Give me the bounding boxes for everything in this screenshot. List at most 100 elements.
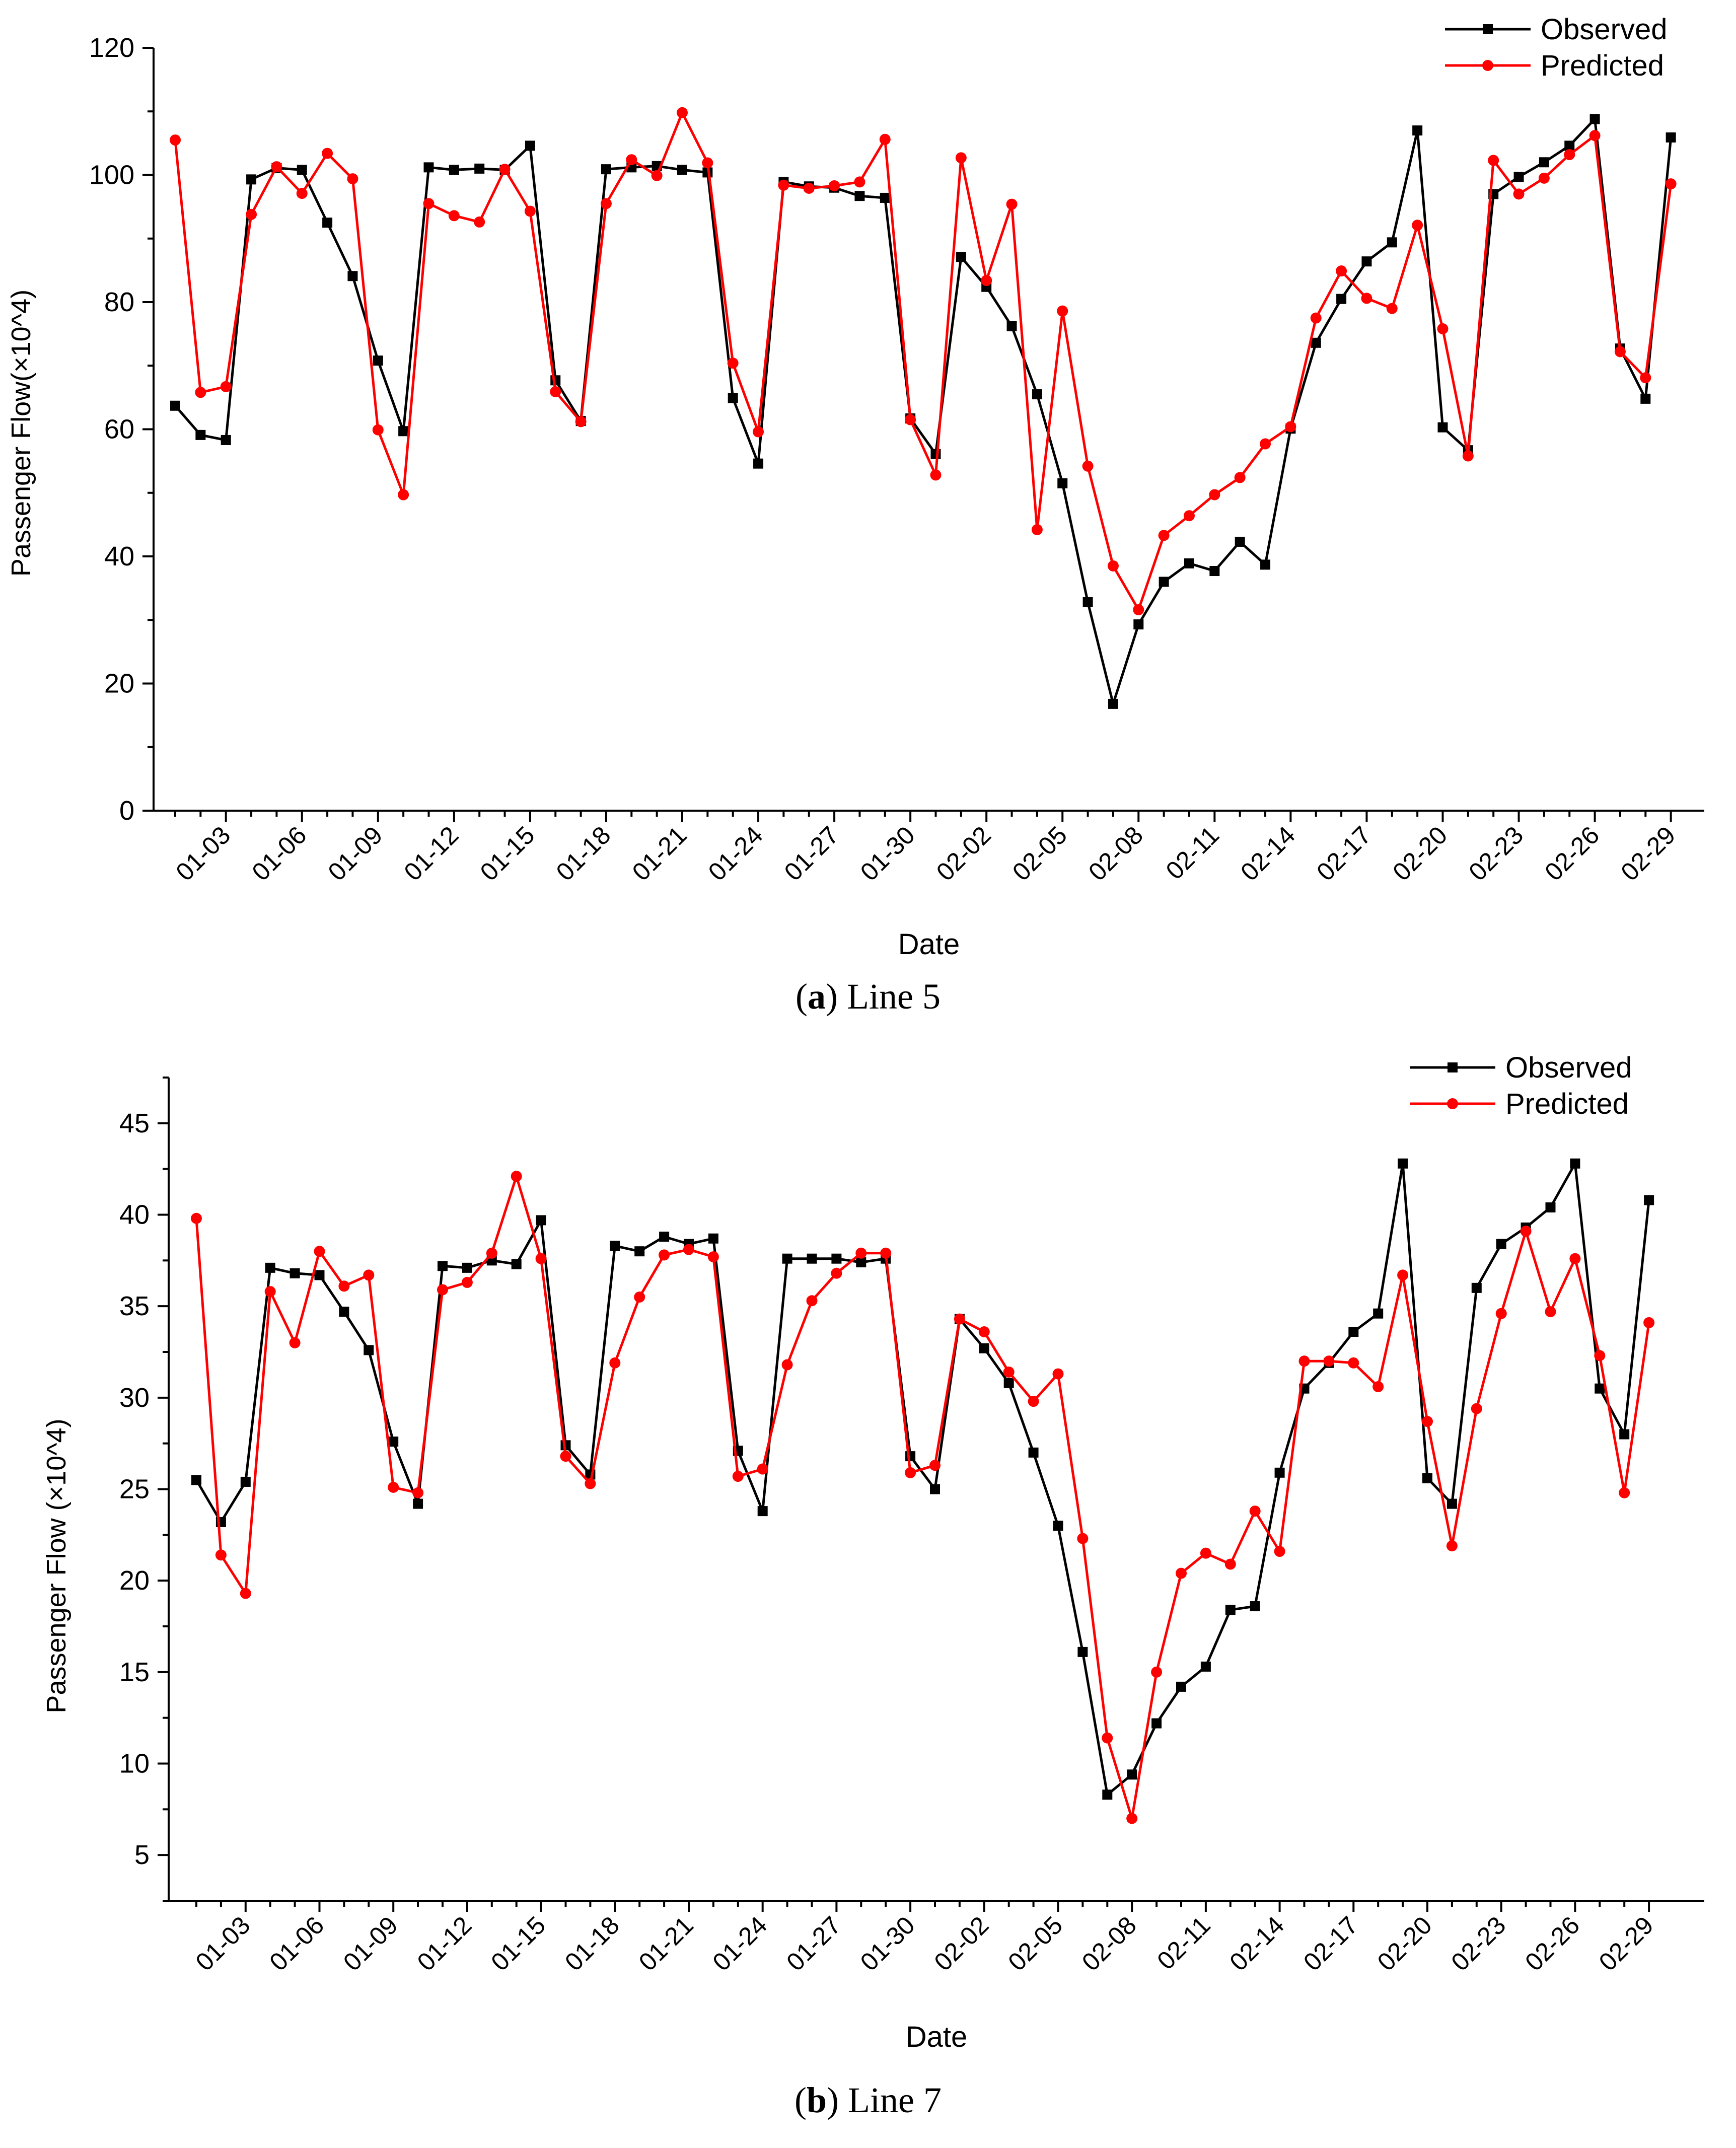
point-predicted	[347, 173, 358, 185]
x-tick-label: 02-08	[1083, 821, 1148, 886]
x-tick-label: 01-24	[707, 1911, 772, 1976]
point-predicted	[524, 205, 536, 217]
point-predicted	[398, 489, 409, 500]
point-predicted	[1569, 1253, 1581, 1264]
point-observed	[601, 164, 611, 175]
point-predicted	[1422, 1416, 1433, 1427]
y-axis-title: Passenger Flow (×10^4)	[41, 1418, 71, 1713]
x-tick-label: 02-29	[1615, 821, 1681, 886]
x-tick-label: 02-17	[1298, 1911, 1363, 1976]
y-tick-label: 45	[119, 1108, 150, 1138]
point-observed	[449, 165, 459, 175]
point-predicted	[1209, 489, 1220, 500]
point-observed	[1348, 1327, 1359, 1337]
point-predicted	[1126, 1813, 1138, 1824]
point-predicted	[363, 1269, 375, 1281]
x-tick-label: 02-23	[1445, 1911, 1511, 1976]
point-predicted	[905, 1467, 916, 1478]
point-predicted	[609, 1357, 621, 1369]
caption-line-7: (b) Line 7	[794, 2080, 942, 2120]
point-predicted	[372, 424, 384, 436]
point-observed	[438, 1261, 448, 1271]
point-predicted	[195, 387, 206, 398]
point-predicted	[1462, 450, 1474, 462]
point-predicted	[1513, 188, 1525, 200]
point-observed	[1057, 478, 1068, 488]
legend-label-predicted: Predicted	[1505, 1088, 1629, 1120]
point-observed	[195, 429, 206, 440]
point-predicted	[437, 1284, 448, 1296]
point-predicted	[423, 198, 435, 209]
point-observed	[677, 165, 687, 175]
point-observed	[1102, 1789, 1113, 1800]
point-predicted	[271, 161, 282, 173]
point-predicted	[499, 164, 511, 175]
point-predicted	[486, 1247, 497, 1259]
point-observed	[322, 218, 333, 228]
point-predicted	[511, 1171, 522, 1182]
series-line-observed	[195, 1162, 1650, 1796]
x-tick-label: 02-05	[1002, 1911, 1068, 1976]
point-predicted	[1260, 438, 1271, 450]
point-observed	[1032, 389, 1042, 400]
point-predicted	[905, 414, 916, 425]
point-observed	[474, 163, 485, 174]
point-predicted	[1310, 312, 1322, 324]
x-tick-label: 01-09	[338, 1911, 403, 1976]
point-observed	[221, 435, 231, 445]
point-observed	[1225, 1605, 1236, 1615]
point-observed	[1209, 566, 1220, 577]
y-tick-label: 5	[134, 1840, 150, 1870]
point-observed	[753, 458, 764, 469]
x-tick-label: 01-06	[264, 1911, 329, 1976]
x-tick-label: 01-03	[190, 1911, 256, 1976]
point-predicted	[1224, 1558, 1236, 1570]
point-predicted	[1446, 1540, 1458, 1552]
point-observed	[807, 1253, 817, 1264]
x-tick-label: 02-23	[1463, 821, 1529, 886]
point-observed	[1200, 1661, 1211, 1672]
point-observed	[388, 1437, 399, 1447]
point-predicted	[829, 180, 840, 191]
y-tick-label: 80	[104, 287, 134, 317]
point-predicted	[981, 275, 992, 287]
point-predicted	[683, 1244, 694, 1255]
x-tick-label: 02-26	[1520, 1911, 1585, 1976]
point-predicted	[806, 1295, 818, 1307]
x-tick-label: 02-26	[1539, 821, 1605, 886]
point-predicted	[955, 152, 967, 164]
point-predicted	[1102, 1732, 1113, 1744]
x-tick-label: 02-29	[1594, 1911, 1659, 1976]
point-predicted	[1437, 323, 1449, 335]
point-observed	[634, 1246, 645, 1257]
y-tick-label: 60	[104, 414, 134, 445]
point-predicted	[929, 1460, 941, 1471]
point-predicted	[1640, 372, 1651, 384]
point-observed	[930, 449, 941, 459]
point-observed	[1311, 337, 1321, 348]
point-predicted	[1538, 172, 1550, 184]
point-observed	[1151, 1718, 1162, 1729]
point-predicted	[1336, 265, 1347, 277]
point-predicted	[1643, 1317, 1655, 1328]
x-tick-label: 01-03	[170, 821, 236, 886]
point-observed	[831, 1253, 842, 1264]
point-observed	[854, 191, 865, 201]
point-predicted	[1397, 1269, 1409, 1281]
point-predicted	[1057, 305, 1068, 317]
x-tick-label: 02-14	[1235, 821, 1300, 886]
point-predicted	[1594, 1350, 1606, 1362]
point-observed	[1564, 140, 1575, 151]
point-predicted	[1077, 1533, 1089, 1544]
point-predicted	[585, 1478, 596, 1489]
x-tick-label: 01-30	[855, 1911, 920, 1976]
point-observed	[462, 1262, 472, 1273]
point-observed	[1133, 619, 1144, 630]
x-tick-label: 02-14	[1224, 1911, 1289, 1976]
x-tick-label: 01-18	[551, 821, 616, 886]
point-observed	[511, 1259, 522, 1269]
point-observed	[1260, 559, 1271, 570]
point-predicted	[1003, 1366, 1015, 1378]
point-predicted	[659, 1249, 670, 1261]
